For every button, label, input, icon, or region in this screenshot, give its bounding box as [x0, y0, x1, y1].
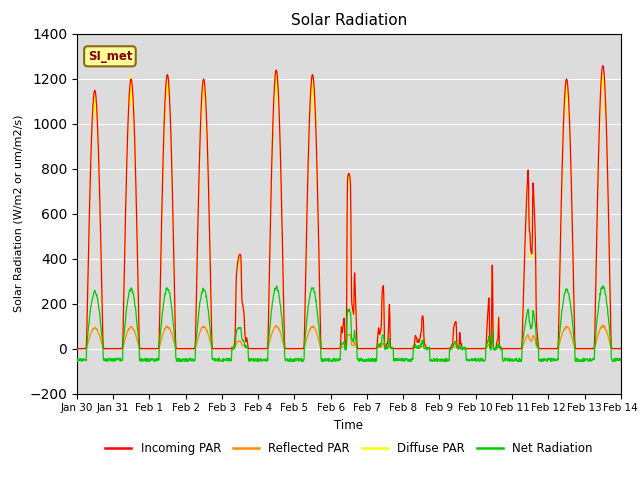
Incoming PAR: [73, 346, 81, 351]
Reflected PAR: [617, 346, 625, 351]
Diffuse PAR: [617, 346, 625, 351]
Reflected PAR: [255, 346, 262, 351]
Text: SI_met: SI_met: [88, 50, 132, 63]
Diffuse PAR: [180, 346, 188, 351]
Net Radiation: [73, 358, 81, 364]
Net Radiation: [176, 359, 184, 364]
Incoming PAR: [194, 227, 202, 233]
X-axis label: Time: Time: [334, 419, 364, 432]
Diffuse PAR: [271, 70, 279, 76]
Incoming PAR: [617, 346, 625, 351]
Reflected PAR: [433, 346, 441, 351]
Reflected PAR: [180, 346, 188, 351]
Net Radiation: [255, 359, 263, 364]
Net Radiation: [195, 317, 202, 323]
Line: Net Radiation: Net Radiation: [77, 286, 621, 361]
Net Radiation: [553, 357, 561, 363]
Y-axis label: Solar Radiation (W/m2 or um/m2/s): Solar Radiation (W/m2 or um/m2/s): [13, 115, 24, 312]
Incoming PAR: [180, 346, 188, 351]
Diffuse PAR: [255, 346, 262, 351]
Incoming PAR: [255, 346, 262, 351]
Incoming PAR: [599, 63, 607, 69]
Diffuse PAR: [434, 346, 442, 351]
Incoming PAR: [433, 346, 441, 351]
Title: Solar Radiation: Solar Radiation: [291, 13, 407, 28]
Diffuse PAR: [553, 346, 561, 351]
Diffuse PAR: [73, 346, 81, 351]
Net Radiation: [599, 283, 607, 288]
Reflected PAR: [73, 346, 81, 351]
Legend: Incoming PAR, Reflected PAR, Diffuse PAR, Net Radiation: Incoming PAR, Reflected PAR, Diffuse PAR…: [100, 437, 597, 460]
Reflected PAR: [552, 346, 560, 351]
Line: Diffuse PAR: Diffuse PAR: [77, 73, 621, 348]
Net Radiation: [434, 359, 442, 364]
Net Radiation: [181, 356, 189, 362]
Incoming PAR: [552, 346, 560, 351]
Incoming PAR: [504, 346, 512, 351]
Reflected PAR: [504, 346, 512, 351]
Reflected PAR: [599, 322, 607, 328]
Line: Reflected PAR: Reflected PAR: [77, 325, 621, 348]
Net Radiation: [617, 358, 625, 363]
Net Radiation: [505, 356, 513, 361]
Diffuse PAR: [194, 225, 202, 231]
Line: Incoming PAR: Incoming PAR: [77, 66, 621, 348]
Reflected PAR: [194, 336, 202, 342]
Diffuse PAR: [505, 346, 513, 351]
